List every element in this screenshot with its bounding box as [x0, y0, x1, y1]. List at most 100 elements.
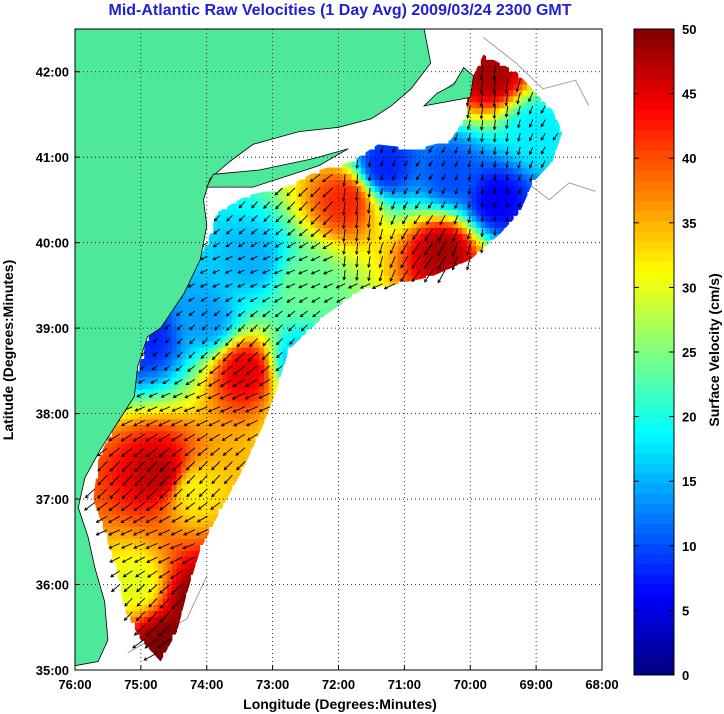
field-cell: [342, 197, 348, 204]
velocity-arrow: [311, 269, 321, 275]
field-cell: [254, 203, 260, 210]
velocity-arrow: [208, 392, 221, 399]
field-cell: [130, 574, 136, 581]
field-cell: [384, 269, 390, 276]
field-cell: [397, 149, 403, 157]
colorbar-tick-label: 25: [682, 345, 696, 360]
field-cell: [277, 358, 284, 366]
field-cell: [347, 179, 353, 186]
field-cell: [476, 239, 482, 246]
velocity-arrow: [437, 242, 446, 256]
field-cell: [490, 203, 496, 210]
field-cell: [213, 400, 219, 408]
field-cell: [264, 191, 270, 198]
arrow-head: [212, 298, 217, 302]
field-cell: [194, 532, 201, 539]
arrow-head: [424, 251, 428, 256]
arrow-head: [428, 176, 433, 181]
field-cell: [227, 269, 233, 276]
field-cell: [310, 185, 316, 192]
arrow-head: [390, 235, 394, 240]
field-cell: [296, 233, 302, 240]
arrow-head: [480, 164, 485, 169]
field-cell: [167, 472, 173, 480]
field-cell: [508, 173, 514, 180]
field-cell: [194, 293, 201, 300]
field-cell: [190, 490, 196, 498]
field-cell: [134, 442, 141, 450]
arrow-head: [452, 237, 456, 242]
field-cell: [171, 616, 177, 623]
velocity-arrow: [540, 133, 546, 141]
field-cell: [199, 418, 205, 426]
field-cell: [134, 538, 141, 545]
field-cell: [333, 287, 339, 294]
field-cell: [167, 496, 173, 504]
arrow-head: [258, 395, 263, 399]
field-cell: [434, 167, 440, 175]
velocity-arrow: [134, 556, 146, 563]
field-cell: [236, 263, 242, 270]
arrow-head: [249, 298, 254, 302]
field-cell: [476, 173, 482, 180]
arrow-head: [237, 328, 242, 332]
field-cell: [467, 251, 473, 258]
field-cell: [125, 574, 131, 581]
field-cell: [314, 191, 320, 198]
field-cell: [227, 203, 233, 210]
field-cell: [185, 562, 191, 569]
field-cell: [374, 167, 380, 175]
velocity-arrow: [238, 255, 246, 260]
arrow-head: [401, 235, 405, 240]
field-cell: [277, 287, 284, 294]
arrow-head: [195, 395, 200, 399]
field-cell: [167, 346, 173, 354]
arrow-head: [400, 264, 404, 269]
field-cell: [190, 556, 196, 563]
field-cell: [222, 430, 228, 438]
arrow-head: [226, 217, 230, 222]
field-cell: [98, 460, 104, 468]
velocity-arrow: [263, 242, 271, 248]
field-cell: [384, 161, 390, 169]
field-cell: [384, 191, 390, 198]
field-cell: [208, 263, 214, 270]
field-cell: [204, 263, 210, 270]
field-cell: [231, 436, 237, 444]
field-cell: [457, 239, 463, 246]
colorbar-segment: [634, 362, 674, 373]
field-cell: [213, 287, 219, 294]
field-cell: [162, 538, 168, 545]
colorbar-segment: [634, 190, 674, 202]
field-cell: [181, 592, 187, 599]
field-cell: [430, 203, 436, 210]
field-cell: [190, 418, 196, 426]
field-cell: [254, 341, 260, 348]
velocity-arrow: [263, 255, 271, 261]
arrow-head: [109, 482, 114, 486]
field-cell: [241, 400, 247, 408]
field-cell: [148, 496, 154, 504]
field-cell: [545, 137, 551, 145]
field-cell: [328, 263, 334, 270]
velocity-arrow: [220, 392, 233, 400]
field-cell: [416, 185, 422, 192]
field-cell: [162, 406, 168, 414]
field-cell: [513, 191, 519, 198]
field-cell: [490, 191, 496, 198]
arrow-head: [250, 230, 255, 235]
field-cell: [217, 341, 224, 348]
arrow-head: [441, 204, 445, 209]
x-tick-label: 69:00: [520, 677, 553, 692]
field-cell: [130, 598, 136, 605]
field-cell: [522, 167, 528, 175]
field-cell: [420, 245, 426, 252]
field-cell: [513, 143, 519, 151]
velocity-arrow: [356, 269, 359, 281]
field-cell: [181, 329, 187, 336]
field-cell: [130, 556, 136, 563]
field-cell: [153, 364, 159, 372]
field-cell: [277, 203, 284, 210]
field-cell: [411, 197, 417, 204]
field-cell: [241, 430, 247, 438]
